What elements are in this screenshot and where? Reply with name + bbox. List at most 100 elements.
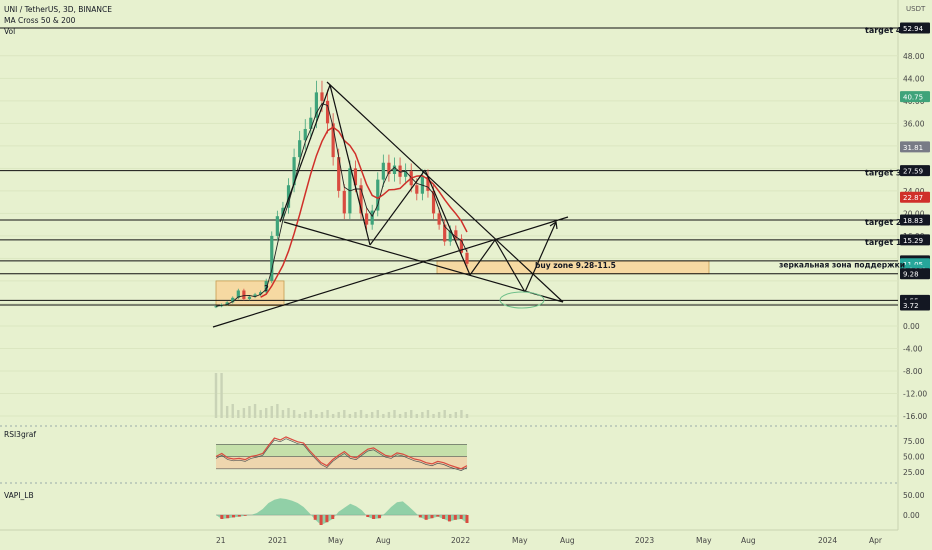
candle-body bbox=[431, 190, 436, 214]
candle-body bbox=[454, 230, 458, 239]
volume-bar bbox=[287, 408, 290, 418]
vapi-negative-bar bbox=[447, 515, 451, 522]
price-tick-label: -16.00 bbox=[903, 412, 927, 421]
time-tick-label: Apr bbox=[869, 536, 883, 545]
rsi-panel bbox=[215, 436, 468, 471]
volume-bar bbox=[320, 412, 324, 418]
price-label-text-2: 31.81 bbox=[903, 144, 923, 152]
candle-body bbox=[225, 302, 229, 305]
volume-bar bbox=[315, 414, 318, 418]
volume-bar bbox=[426, 410, 430, 418]
price-label-box-5 bbox=[900, 214, 930, 226]
rsi-line bbox=[215, 436, 468, 470]
rsi-lower-band bbox=[216, 456, 467, 469]
lower-wedge-line bbox=[283, 221, 564, 303]
time-tick-label: Aug bbox=[376, 536, 391, 545]
projection-down bbox=[494, 239, 526, 293]
candle-body bbox=[337, 157, 341, 191]
projection-arrow-head bbox=[549, 220, 558, 230]
candle-body bbox=[365, 213, 369, 225]
price-label-box-2 bbox=[900, 141, 930, 153]
price-axis[interactable]: 48.0044.0040.0036.0024.0020.0016.000.00-… bbox=[900, 22, 930, 521]
price-label-box-12 bbox=[900, 299, 930, 311]
vapi-negative-bar bbox=[453, 515, 457, 520]
volume-bar bbox=[304, 412, 307, 418]
vapi-negative-bar bbox=[377, 515, 381, 519]
price-label-box-10 bbox=[900, 268, 930, 280]
price-tick-label: 48.00 bbox=[903, 52, 925, 61]
volume-bar bbox=[359, 410, 363, 418]
candle-body bbox=[437, 213, 441, 225]
volume-bar bbox=[220, 373, 223, 418]
candle-body bbox=[398, 165, 402, 177]
rsi-tick-label: 25.00 bbox=[903, 468, 925, 477]
vapi-negative-bar bbox=[424, 515, 428, 520]
early-zone-box bbox=[215, 280, 285, 307]
volume-bar bbox=[410, 410, 413, 418]
price-label-box-3 bbox=[900, 165, 930, 177]
volume-bar bbox=[348, 414, 352, 418]
symbol-title: UNI / TetherUS, 3D, BINANCE bbox=[4, 5, 112, 14]
price-tick-label: -4.00 bbox=[903, 344, 923, 353]
vapi-negative-bar bbox=[232, 515, 236, 518]
price-label-text-12: 3.72 bbox=[903, 302, 919, 310]
candle-body bbox=[231, 297, 235, 303]
time-tick-label: 2021 bbox=[268, 536, 287, 545]
volume-bar bbox=[387, 412, 391, 418]
volume-bar bbox=[415, 414, 418, 418]
vapi-area bbox=[216, 498, 467, 525]
candle-body bbox=[264, 280, 268, 293]
volume-bar bbox=[259, 410, 262, 418]
candle-body bbox=[359, 185, 363, 214]
volume-bar bbox=[270, 406, 273, 418]
candle-body bbox=[275, 216, 279, 236]
vapi-negative-bar bbox=[430, 515, 434, 519]
volume-bar bbox=[365, 414, 368, 418]
volume-bar bbox=[326, 410, 329, 418]
time-axis[interactable]: 21 2021 May Aug 2022 May Aug 2023 May Aug 2024 Apr bbox=[216, 536, 883, 545]
volume-bar bbox=[393, 410, 396, 418]
target-ellipse bbox=[499, 291, 545, 309]
volume-bar bbox=[309, 410, 313, 418]
volume-bar bbox=[449, 414, 452, 418]
candle-body bbox=[387, 162, 391, 174]
vapi-negative-bar bbox=[366, 515, 370, 517]
vapi-negative-bar bbox=[237, 515, 241, 517]
vapi-tick-label: 50.00 bbox=[903, 491, 925, 500]
time-tick-label: 2023 bbox=[635, 536, 654, 545]
candle-body bbox=[214, 306, 218, 308]
mirror-zone-label: зеркальная зона поддержки bbox=[779, 261, 905, 270]
time-tick-label: 21 bbox=[216, 536, 226, 545]
volume-bar bbox=[398, 414, 402, 418]
ma-slow-line bbox=[260, 126, 468, 298]
trend-drawings[interactable] bbox=[212, 81, 569, 328]
volume-bar bbox=[465, 414, 469, 418]
vapi-negative-bar bbox=[243, 515, 247, 516]
volume-bar bbox=[248, 406, 251, 418]
volume-bar bbox=[281, 410, 285, 418]
candle-body bbox=[381, 162, 385, 180]
candle-body bbox=[309, 117, 313, 129]
rsi-signal-line bbox=[215, 438, 468, 471]
price-label-text-0: 52.94 bbox=[903, 25, 924, 33]
candle-body bbox=[353, 168, 358, 186]
vapi-negative-bar bbox=[226, 515, 230, 519]
vapi-panel-title: VAPI_LB bbox=[4, 491, 34, 500]
candle-body bbox=[281, 207, 285, 217]
volume-bar bbox=[276, 404, 279, 418]
candle-body bbox=[459, 238, 464, 253]
indicator-ma-label: MA Cross 50 & 200 bbox=[4, 16, 76, 25]
vapi-negative-bar bbox=[325, 515, 329, 523]
volume-bar bbox=[231, 404, 234, 418]
price-label-box-4 bbox=[900, 191, 930, 203]
price-label-text-10: 9.28 bbox=[903, 271, 919, 279]
price-label-box-0 bbox=[900, 22, 930, 34]
candle-body bbox=[342, 190, 346, 214]
time-tick-label: 2022 bbox=[451, 536, 470, 545]
candle-body bbox=[443, 224, 447, 242]
currency-label: USDT bbox=[906, 5, 926, 13]
indicator-vol-label: Vol bbox=[4, 27, 15, 36]
time-tick-label: May bbox=[696, 536, 712, 545]
